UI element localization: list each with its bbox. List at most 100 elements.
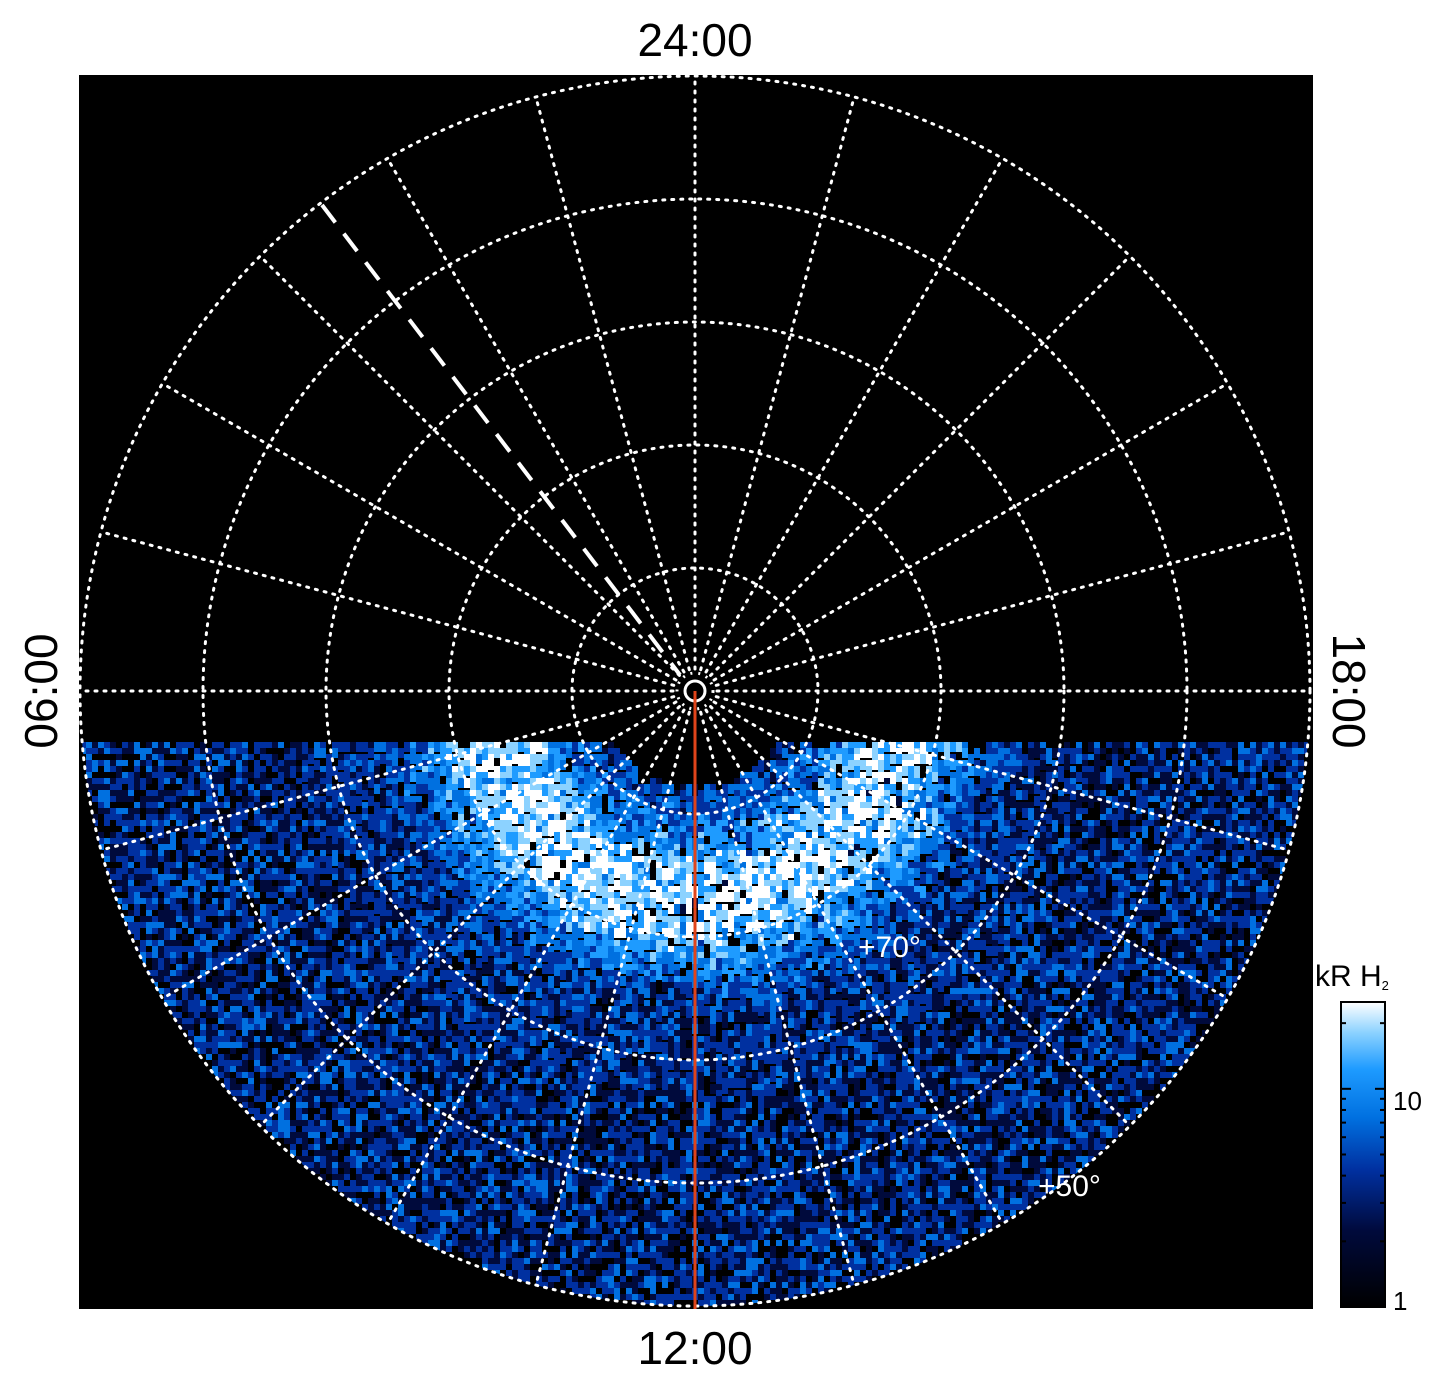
heatmap-cell (992, 838, 998, 848)
heatmap-cell (602, 922, 608, 932)
heatmap-cell (1100, 856, 1106, 862)
heatmap-cell (608, 772, 614, 782)
heatmap-cell (1226, 904, 1232, 910)
heatmap-cell (242, 838, 248, 844)
heatmap-cell (764, 916, 770, 926)
heatmap-cell (194, 910, 200, 916)
heatmap-cell (278, 760, 284, 766)
heatmap-cell (518, 826, 524, 836)
heatmap-cell (362, 934, 368, 940)
heatmap-cell (830, 892, 836, 902)
heatmap-cell (1064, 916, 1070, 922)
heatmap-cell (746, 826, 752, 836)
heatmap-cell (758, 784, 764, 794)
heatmap-cell (626, 796, 632, 806)
heatmap-cell (218, 754, 224, 760)
heatmap-cell (314, 748, 320, 758)
heatmap-cell (524, 916, 530, 926)
heatmap-cell (830, 772, 836, 782)
heatmap-cell (854, 916, 860, 926)
heatmap-cell (680, 814, 686, 824)
heatmap-cell (356, 844, 362, 854)
heatmap-cell (278, 742, 284, 748)
heatmap-cell (830, 760, 836, 770)
heatmap-cell (644, 832, 650, 842)
heatmap-cell (830, 796, 836, 806)
heatmap-cell (752, 886, 758, 896)
heatmap-cell (734, 826, 740, 836)
heatmap-cell (368, 796, 374, 806)
heatmap-cell (332, 850, 338, 860)
heatmap-cell (1268, 838, 1274, 844)
heatmap-cell (440, 922, 446, 932)
heatmap-cell (1070, 910, 1076, 916)
heatmap-cell (1028, 838, 1034, 848)
heatmap-cell (110, 832, 116, 838)
heatmap-cell (788, 766, 794, 776)
heatmap-cell (176, 868, 182, 874)
heatmap-cell (710, 814, 716, 824)
heatmap-cell (272, 790, 278, 796)
heatmap-cell (326, 856, 332, 862)
heatmap-cell (506, 928, 512, 938)
heatmap-cell (1010, 904, 1016, 914)
heatmap-cell (596, 820, 602, 830)
heatmap-cell (668, 820, 674, 830)
heatmap-cell (1244, 844, 1250, 850)
heatmap-cell (758, 892, 764, 902)
heatmap-cell (296, 838, 302, 844)
heatmap-cell (1226, 838, 1232, 844)
heatmap-cell (176, 790, 182, 796)
heatmap-cell (1070, 868, 1076, 874)
heatmap-cell (1016, 748, 1022, 758)
heatmap-cell (590, 760, 596, 770)
heatmap-cell (476, 922, 482, 932)
heatmap-cell (1142, 796, 1148, 802)
heatmap-cell (230, 760, 236, 766)
heatmap-cell (800, 868, 806, 878)
heatmap-cell (182, 766, 188, 772)
heatmap-cell (1034, 844, 1040, 854)
heatmap-cell (284, 880, 290, 886)
heatmap-cell (740, 874, 746, 884)
heatmap-cell (1022, 874, 1028, 884)
heatmap-cell (1022, 904, 1028, 914)
heatmap-cell (482, 784, 488, 794)
heatmap-cell (290, 880, 296, 886)
heatmap-cell (950, 826, 956, 836)
heatmap-cell (350, 766, 356, 776)
heatmap-cell (410, 748, 416, 758)
heatmap-cell (182, 880, 188, 886)
heatmap-cell (998, 928, 1004, 938)
heatmap-cell (332, 742, 338, 752)
heatmap-cell (908, 904, 914, 914)
heatmap-cell (728, 850, 734, 860)
heatmap-cell (656, 862, 662, 872)
heatmap-cell (536, 838, 542, 848)
heatmap-cell (242, 784, 248, 790)
heatmap-cell (452, 772, 458, 782)
heatmap-cell (158, 844, 164, 850)
heatmap-cell (320, 820, 326, 830)
heatmap-cell (1280, 808, 1286, 814)
heatmap-cell (674, 868, 680, 878)
heatmap-cell (968, 892, 974, 902)
heatmap-cell (440, 784, 446, 794)
heatmap-cell (506, 844, 512, 854)
heatmap-cell (590, 814, 596, 824)
heatmap-cell (842, 856, 848, 866)
heatmap-cell (1088, 802, 1094, 808)
heatmap-cell (296, 748, 302, 754)
heatmap-cell (854, 742, 860, 752)
heatmap-cell (500, 778, 506, 788)
heatmap-cell (314, 778, 320, 788)
heatmap-cell (158, 814, 164, 820)
heatmap-cell (380, 868, 386, 878)
heatmap-cell (1226, 778, 1232, 784)
heatmap-cell (1136, 802, 1142, 808)
heatmap-cell (1094, 856, 1100, 862)
heatmap-cell (332, 874, 338, 880)
heatmap-cell (236, 880, 242, 886)
heatmap-cell (374, 784, 380, 794)
heatmap-cell (584, 754, 590, 764)
